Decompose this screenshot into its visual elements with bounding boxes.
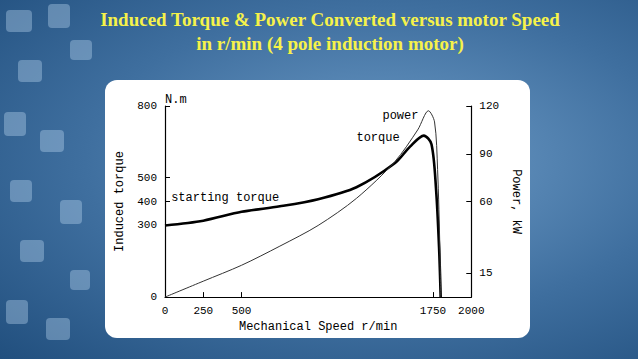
- svg-text:power: power: [382, 109, 418, 123]
- svg-text:starting torque: starting torque: [171, 191, 279, 205]
- svg-text:Induced torque: Induced torque: [113, 151, 127, 252]
- svg-text:0: 0: [162, 305, 169, 317]
- svg-text:1750: 1750: [420, 305, 446, 317]
- svg-text:15: 15: [479, 267, 492, 279]
- svg-text:Mechanical Speed r/min: Mechanical Speed r/min: [239, 320, 397, 334]
- svg-text:800: 800: [137, 100, 157, 112]
- svg-text:torque: torque: [356, 131, 399, 145]
- svg-text:60: 60: [479, 196, 492, 208]
- svg-text:250: 250: [193, 305, 213, 317]
- svg-text:0: 0: [150, 291, 157, 303]
- svg-text:400: 400: [137, 196, 157, 208]
- svg-text:500: 500: [232, 305, 252, 317]
- svg-text:120: 120: [479, 100, 499, 112]
- svg-text:N.m: N.m: [165, 93, 187, 107]
- html-text:Induced Torque & Power Convert: Induced Torque & Power Converted versus …: [100, 9, 560, 54]
- svg-text:Power, kW: Power, kW: [509, 169, 523, 235]
- svg-text:90: 90: [479, 148, 492, 160]
- svg-text:300: 300: [137, 219, 157, 231]
- svg-text:500: 500: [137, 172, 157, 184]
- svg-text:2000: 2000: [458, 305, 484, 317]
